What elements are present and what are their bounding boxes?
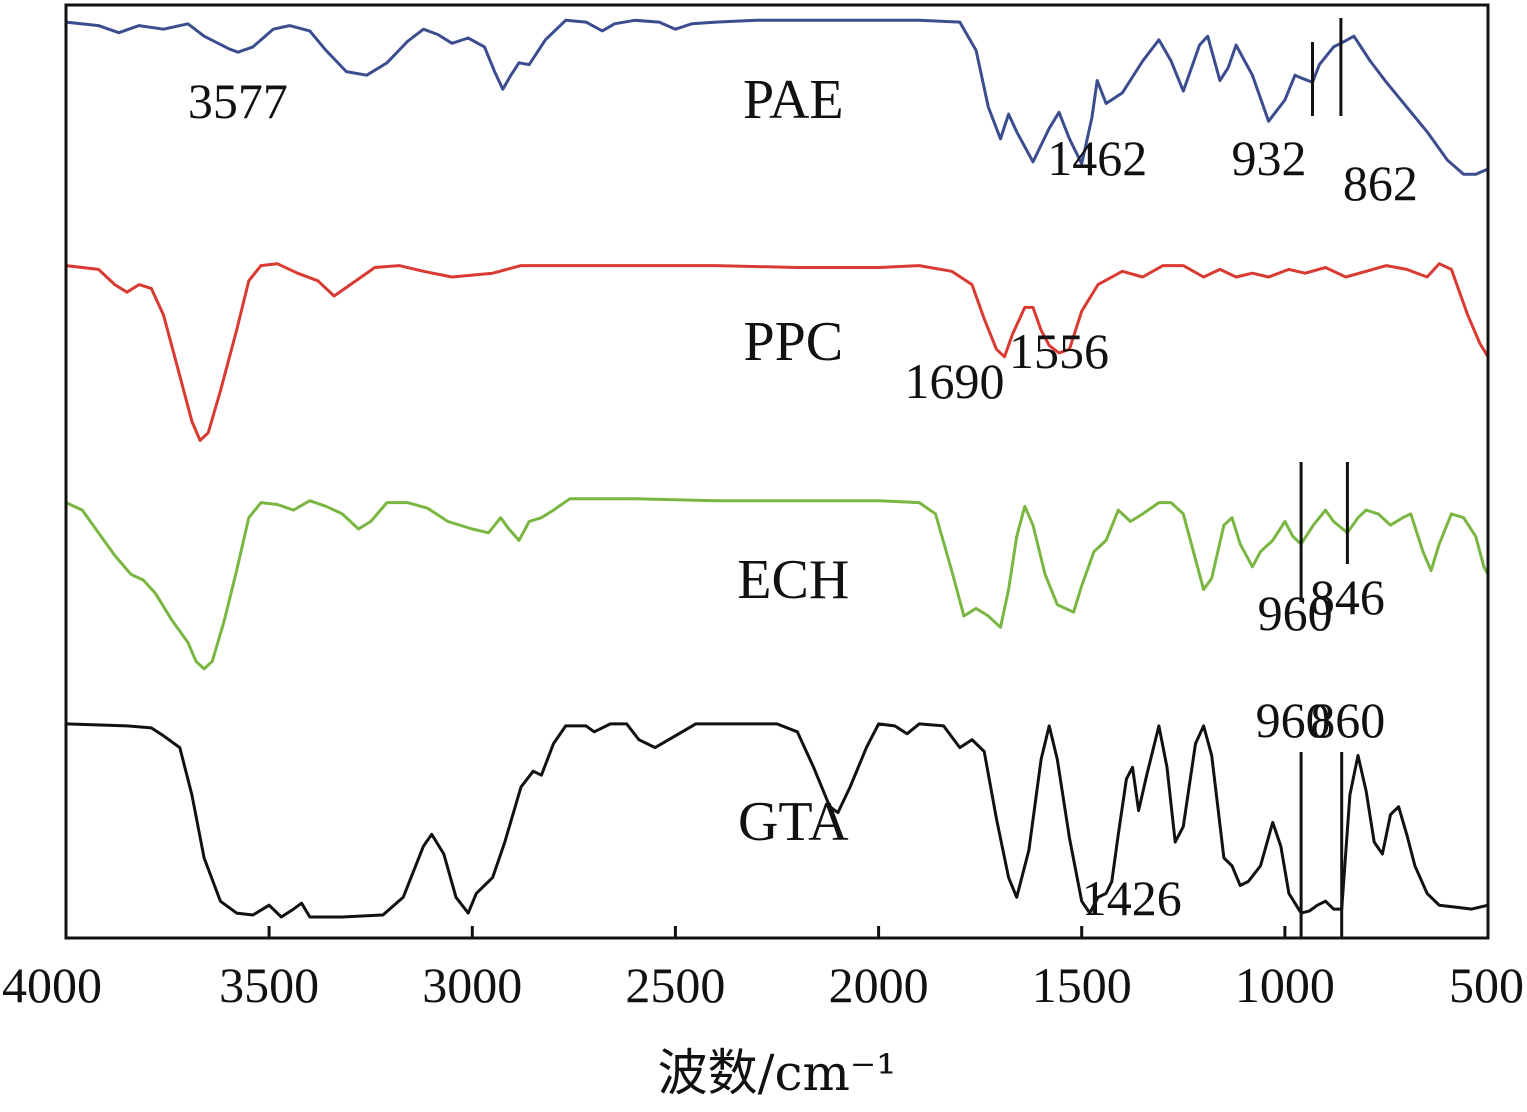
series-line-ppc — [64, 262, 1490, 442]
x-tick-label-3500: 3500 — [219, 957, 319, 1013]
peak-annotation-pae-932: 932 — [1232, 130, 1307, 186]
series-label-gta: GTA — [738, 791, 849, 853]
x-tick-label-3000: 3000 — [422, 957, 522, 1013]
series-label-ppc: PPC — [743, 311, 843, 373]
x-tick-label-500: 500 — [1449, 957, 1524, 1013]
peak-annotation-ppc-1690: 1690 — [905, 353, 1005, 409]
peak-annotation-pae-3577: 3577 — [188, 73, 288, 129]
x-axis-title: 波数/cm⁻¹ — [658, 1044, 897, 1102]
peak-annotation-gta-1426: 1426 — [1082, 870, 1182, 926]
x-tick-label-2500: 2500 — [625, 957, 725, 1013]
series-line-gta — [64, 722, 1490, 919]
marker-layer — [1299, 18, 1349, 938]
peak-annotation-gta-960: 960 — [1256, 692, 1331, 748]
series-line-ech — [64, 497, 1490, 671]
peak-annotation-ech-846: 846 — [1310, 569, 1385, 625]
peak-annotation-pae-862: 862 — [1343, 155, 1418, 211]
series-layer — [64, 18, 1490, 919]
plot-frame — [64, 3, 1490, 940]
peak-annotation-pae-1462: 1462 — [1047, 130, 1147, 186]
x-tick-label-2000: 2000 — [829, 957, 929, 1013]
series-label-pae: PAE — [743, 69, 844, 131]
peak-annotation-ppc-1556: 1556 — [1009, 323, 1109, 379]
x-tick-label-4000: 4000 — [2, 957, 102, 1013]
peak-annotation-gta-860: 860 — [1310, 692, 1385, 748]
x-tick-label-1500: 1500 — [1032, 957, 1132, 1013]
x-tick-label-1000: 1000 — [1235, 957, 1335, 1013]
series-line-pae — [64, 18, 1490, 176]
peak-annotation-ech-960: 960 — [1258, 585, 1333, 641]
x-axis: 4000 3500 3000 2500 2000 1500 1000 500 — [2, 926, 1524, 1013]
series-label-ech: ECH — [737, 549, 849, 611]
